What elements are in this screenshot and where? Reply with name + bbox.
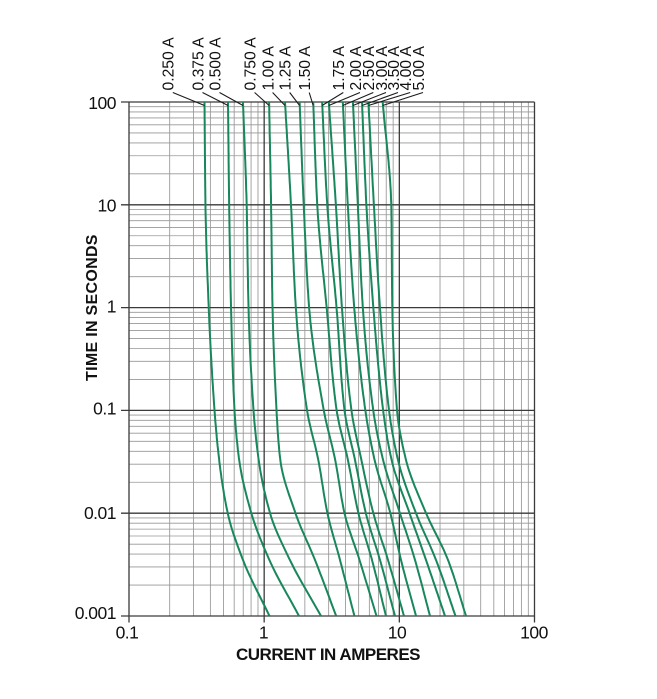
svg-text:3.00 A: 3.00 A	[374, 45, 391, 90]
svg-text:0.1: 0.1	[93, 398, 116, 418]
svg-text:10: 10	[388, 623, 407, 643]
svg-text:1: 1	[259, 623, 268, 643]
svg-text:100: 100	[520, 623, 548, 643]
svg-text:0.500 A: 0.500 A	[207, 37, 224, 91]
svg-text:1.25 A: 1.25 A	[278, 45, 295, 90]
svg-text:10: 10	[98, 195, 117, 215]
svg-text:0.01: 0.01	[84, 503, 116, 523]
svg-text:2.00 A: 2.00 A	[348, 45, 365, 90]
svg-text:100: 100	[88, 93, 116, 113]
svg-text:0.750 A: 0.750 A	[242, 37, 259, 91]
svg-text:2.50 A: 2.50 A	[361, 45, 378, 90]
svg-text:5.00 A: 5.00 A	[411, 45, 428, 90]
svg-text:4.00 A: 4.00 A	[398, 45, 415, 90]
svg-text:0.250 A: 0.250 A	[161, 37, 178, 91]
svg-text:TIME IN SECONDS: TIME IN SECONDS	[84, 234, 101, 381]
svg-text:1.50 A: 1.50 A	[297, 45, 314, 90]
svg-text:0.1: 0.1	[116, 623, 139, 643]
svg-text:0.375 A: 0.375 A	[190, 37, 207, 91]
svg-text:CURRENT IN AMPERES: CURRENT IN AMPERES	[236, 645, 420, 664]
svg-text:1: 1	[107, 297, 116, 317]
svg-text:1.75 A: 1.75 A	[331, 45, 348, 90]
svg-text:1.00 A: 1.00 A	[260, 45, 277, 90]
svg-text:3.50 A: 3.50 A	[386, 45, 403, 90]
svg-text:0.001: 0.001	[75, 603, 116, 623]
